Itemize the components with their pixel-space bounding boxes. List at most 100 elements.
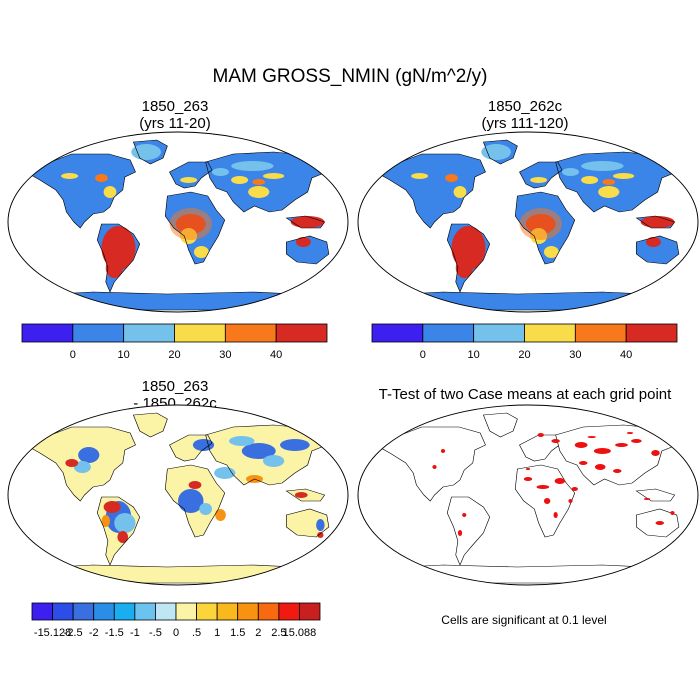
diff-antarctica — [14, 565, 342, 583]
case1-cbar-swatch — [72, 323, 125, 343]
figure-title: MAM GROSS_NMIN (gN/m^2/y) — [213, 66, 488, 87]
case2-orange-region — [519, 208, 562, 240]
case1-cbar-tick-label: 40 — [270, 349, 282, 361]
diff-cbar-tick-label: 1.5 — [230, 627, 245, 639]
case1-mid-region — [263, 173, 285, 179]
case1-cbar-swatch — [275, 323, 328, 343]
case1-high-region — [101, 226, 136, 270]
ttest-significant-cells — [626, 432, 634, 434]
case2-mid-region — [613, 173, 635, 179]
ttest-significant-cells — [554, 478, 566, 484]
diff-cbar-tick-label: 0 — [173, 627, 179, 639]
diff-cbar-swatch — [93, 602, 115, 621]
case2-high-region — [640, 216, 675, 228]
colorbar-case1: 0 10 20 30 40 — [21, 323, 328, 361]
map-case2 — [357, 131, 699, 313]
diff-cbar-swatch — [52, 602, 74, 621]
diff-decrease-region — [78, 447, 100, 463]
panel-case2-title-line1: 1850_262c — [488, 98, 563, 115]
diff-map-border — [7, 404, 349, 586]
diff-cbar-swatch — [31, 602, 53, 621]
case1-orange-region — [169, 208, 212, 240]
ttest-significant-cells — [571, 487, 578, 491]
case1-cbar-tick-label: 10 — [118, 349, 130, 361]
diff-cbar-swatch — [155, 602, 177, 621]
diff-cbar-swatch — [278, 602, 300, 621]
ttest-significant-cells — [615, 443, 628, 447]
ttest-significant-cells — [613, 469, 622, 473]
ttest-significant-cells — [655, 521, 664, 525]
case2-light-region — [581, 161, 624, 171]
diff-increase-region — [317, 532, 324, 538]
case2-cbar-tick-label: 0 — [420, 349, 426, 361]
case2-cbar-tick-label: 30 — [569, 349, 581, 361]
ttest-significant-cells — [457, 530, 463, 536]
panel-case1-title-line2: (yrs 11-20) — [139, 115, 210, 132]
ttest-significant-cells — [587, 436, 596, 438]
case2-cbar-tick-label: 20 — [518, 349, 530, 361]
case2-land-layer — [363, 139, 693, 311]
ttest-land-layer — [363, 412, 693, 584]
case1-mid-region — [231, 176, 249, 184]
diff-cbar-swatch — [299, 602, 321, 621]
ttest-significant-cells — [643, 498, 651, 500]
ttest-significant-cells — [536, 485, 550, 489]
diff-cbar-swatch — [257, 602, 280, 621]
case2-mid-region — [598, 186, 620, 198]
panel-case1-title-line1: 1850_263 — [142, 98, 209, 115]
diff-cbar-tick-label: 1 — [214, 627, 220, 639]
case2-light-region — [562, 168, 579, 176]
panel-ttest-title: T-Test of two Case means at each grid po… — [379, 386, 672, 403]
diff-increase-region — [65, 459, 79, 467]
case1-cbar-swatch — [174, 323, 226, 343]
diff-cbar-tick-label: -1 — [130, 627, 140, 639]
case1-mid-region — [193, 246, 209, 258]
case2-cbar-swatch — [473, 323, 525, 343]
diff-land-layer — [13, 412, 343, 584]
ttest-significant-cells — [440, 449, 446, 453]
case1-light-region — [212, 168, 229, 176]
diff-cbar-tick-label: -1.5 — [105, 627, 124, 639]
case2-cbar-tick-label: 40 — [620, 349, 632, 361]
diff-increase-region — [294, 492, 308, 498]
case2-cbar-swatch — [524, 323, 576, 343]
diff-light-decrease — [73, 461, 91, 473]
case1-high-region — [290, 216, 325, 228]
ttest-significant-cells — [537, 433, 544, 437]
diff-cbar-tick-label: .5 — [192, 627, 201, 639]
diff-increase-region — [188, 481, 202, 489]
diff-cbar-swatch — [175, 602, 197, 621]
ttest-significant-cells — [594, 464, 606, 470]
diff-cbar-tick-label: -2.5 — [64, 627, 83, 639]
case2-cbar-swatch — [422, 323, 475, 343]
case2-high-region — [451, 226, 486, 270]
diff-cbar-swatch — [216, 602, 239, 621]
ttest-significant-cells — [462, 513, 467, 517]
panel-diff-title-line1: 1850_263 — [142, 378, 209, 395]
ttest-significant-cells — [631, 439, 642, 443]
diff-cbar-tick-label: 15.088 — [283, 627, 317, 639]
diff-light-decrease — [199, 503, 212, 515]
case1-cbar-swatch — [224, 323, 277, 343]
diff-mild-increase — [101, 515, 110, 527]
case1-orange-region — [95, 174, 108, 182]
case1-land-layer — [13, 139, 343, 311]
significance-note: Cells are significant at 0.1 level — [441, 613, 606, 627]
case1-light-region — [231, 161, 274, 171]
diff-decrease-region — [280, 439, 310, 451]
case2-orange-region — [602, 179, 616, 185]
case2-mid-region — [411, 173, 429, 179]
diff-cbar-tick-label: 2 — [255, 627, 261, 639]
diff-decrease-region — [178, 489, 204, 513]
panel-case2-title-line2: (yrs 111-120) — [482, 115, 569, 132]
diff-decrease-region — [241, 443, 276, 459]
case2-mid-region — [581, 176, 599, 184]
case1-cbar-swatch — [21, 323, 74, 343]
diff-increase-region — [117, 531, 129, 543]
case2-mid-region — [543, 246, 559, 258]
case2-mid-region — [453, 186, 467, 198]
case1-light-region — [131, 144, 161, 160]
map-diff — [7, 404, 349, 586]
diff-increase-region — [103, 501, 121, 513]
